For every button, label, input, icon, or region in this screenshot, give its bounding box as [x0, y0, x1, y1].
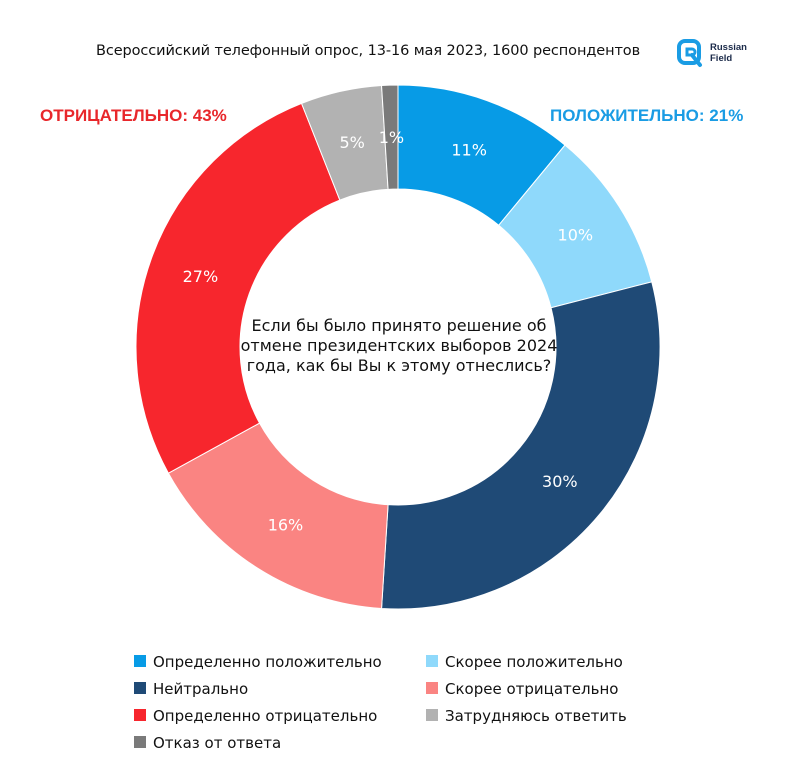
slice-value-label: 30% — [542, 472, 578, 491]
russian-field-logo-icon — [677, 39, 702, 67]
legend-swatch — [134, 655, 146, 667]
legend-swatch — [426, 655, 438, 667]
legend-label: Определенно положительно — [153, 653, 382, 671]
donut-slice — [135, 102, 341, 474]
legend-item: Затрудняюсь ответить — [426, 706, 627, 726]
russian-field-logo: Russian Field — [676, 38, 766, 70]
legend-label: Нейтрально — [153, 680, 249, 698]
legend-swatch — [426, 709, 438, 721]
legend-item: Нейтрально — [134, 679, 248, 699]
legend-swatch — [426, 682, 438, 694]
donut-slice — [381, 281, 661, 610]
slice-value-label: 27% — [183, 267, 219, 286]
legend-label: Скорее отрицательно — [445, 680, 619, 698]
group-label-positive: ПОЛОЖИТЕЛЬНО: 21% — [550, 106, 744, 125]
legend-item: Отказ от ответа — [134, 733, 281, 753]
legend-swatch — [134, 709, 146, 721]
legend-label: Затрудняюсь ответить — [445, 707, 627, 725]
legend-label: Скорее положительно — [445, 653, 623, 671]
legend-item: Скорее отрицательно — [426, 679, 618, 699]
donut-slice — [381, 84, 399, 190]
center-question: Если бы было принято решение об отмене п… — [240, 316, 558, 375]
legend-swatch — [134, 736, 146, 748]
slice-value-label: 1% — [379, 128, 404, 147]
legend-item: Скорее положительно — [426, 652, 623, 672]
slice-value-label: 10% — [558, 225, 594, 244]
legend-item: Определенно отрицательно — [134, 706, 377, 726]
slice-value-label: 16% — [268, 515, 304, 534]
slice-value-label: 11% — [451, 140, 487, 159]
survey-title: Всероссийский телефонный опрос, 13-16 ма… — [96, 43, 641, 59]
legend-item: Определенно положительно — [134, 652, 382, 672]
legend-swatch — [134, 682, 146, 694]
legend-label: Отказ от ответа — [153, 734, 282, 752]
group-label-negative: ОТРИЦАТЕЛЬНО: 43% — [40, 106, 227, 125]
slice-value-label: 5% — [339, 133, 364, 152]
legend-label: Определенно отрицательно — [153, 707, 378, 725]
russian-field-logo-text: Russian Field — [710, 42, 747, 64]
